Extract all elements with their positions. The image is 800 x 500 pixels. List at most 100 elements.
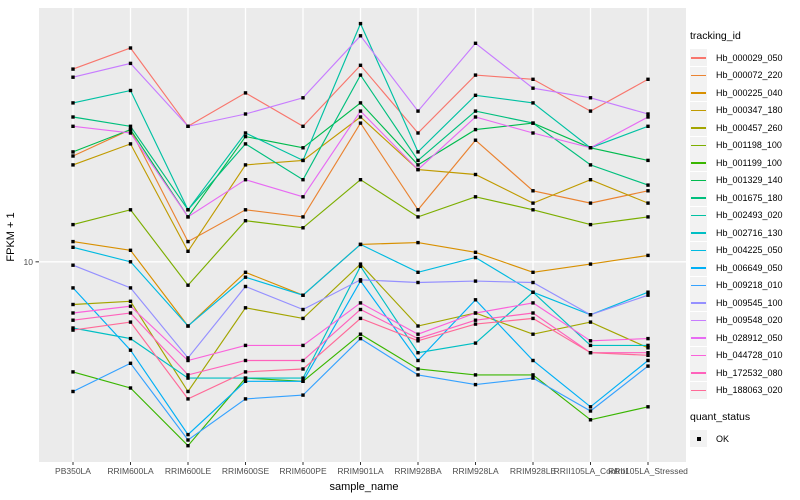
legend-key-line-icon bbox=[691, 57, 706, 59]
data-point-marker bbox=[128, 299, 133, 303]
data-point-marker bbox=[301, 379, 305, 383]
data-point-marker bbox=[243, 142, 248, 146]
data-point-marker bbox=[243, 134, 248, 139]
data-point-marker bbox=[646, 77, 650, 81]
legend-key-line-icon bbox=[691, 249, 706, 252]
data-point-marker bbox=[128, 286, 133, 290]
data-point-marker bbox=[186, 124, 190, 128]
legend-label-ok: OK bbox=[716, 433, 730, 444]
data-point-marker bbox=[71, 150, 75, 154]
legend-key-Hb_006649_050 bbox=[690, 259, 707, 277]
data-point-marker bbox=[301, 393, 305, 397]
legend-label: Hb_000347_180 bbox=[716, 105, 783, 116]
x-tick-label: RRIM928LA bbox=[452, 466, 499, 476]
data-point-marker bbox=[473, 382, 478, 387]
data-point-marker bbox=[186, 438, 190, 442]
data-point-marker bbox=[588, 178, 593, 182]
data-point-marker bbox=[416, 358, 420, 363]
legend-item-Hb_000029_050: Hb_000029_050 bbox=[690, 49, 798, 67]
panel-background bbox=[39, 8, 686, 462]
data-point-marker bbox=[358, 115, 363, 119]
data-point-marker bbox=[71, 163, 75, 167]
x-tick-label: RRIM600LA bbox=[107, 466, 154, 476]
data-point-marker bbox=[531, 376, 535, 380]
series-points-Hb_000029_050 bbox=[71, 46, 650, 135]
data-point-marker bbox=[646, 290, 650, 294]
data-point-marker bbox=[243, 370, 248, 374]
data-point-marker bbox=[646, 343, 650, 348]
data-point-marker bbox=[473, 322, 478, 326]
data-point-marker bbox=[301, 178, 305, 182]
legend-label: Hb_001199_100 bbox=[716, 157, 782, 168]
data-point-marker bbox=[473, 341, 478, 345]
data-point-marker bbox=[358, 121, 363, 125]
legend-key-Hb_001329_140 bbox=[690, 171, 707, 189]
data-point-marker bbox=[243, 275, 248, 279]
legend-key-line-icon bbox=[691, 109, 706, 112]
data-point-marker bbox=[416, 339, 420, 343]
data-point-marker bbox=[646, 353, 650, 357]
data-point-marker bbox=[531, 301, 535, 305]
data-point-marker bbox=[128, 46, 133, 50]
legend-key-Hb_000347_180 bbox=[690, 101, 707, 119]
data-point-marker bbox=[71, 311, 75, 315]
data-point-marker bbox=[358, 63, 363, 67]
data-point-marker bbox=[416, 332, 420, 336]
legend-item-Hb_002493_020: Hb_002493_020 bbox=[690, 206, 798, 225]
legend-key-Hb_028912_050 bbox=[690, 329, 707, 347]
data-point-marker bbox=[301, 195, 305, 199]
axis-ticks: PB350LA RRIM600LA RRIM600LE RRIM600SE RRIM60… bbox=[24, 257, 689, 476]
data-point-marker bbox=[71, 263, 75, 267]
gridlines bbox=[39, 8, 686, 462]
data-point-marker bbox=[646, 115, 650, 119]
data-point-marker bbox=[358, 242, 363, 247]
data-point-marker bbox=[71, 239, 75, 244]
legend-key-ok bbox=[690, 430, 707, 448]
legend-label: Hb_009218_010 bbox=[716, 280, 783, 291]
data-point-marker bbox=[588, 320, 593, 324]
legend-item-Hb_000072_220: Hb_000072_220 bbox=[690, 66, 798, 85]
data-point-marker bbox=[646, 189, 650, 193]
data-point-marker bbox=[588, 409, 593, 413]
x-tick-label: RRII105LA_Control bbox=[554, 466, 628, 476]
data-point-marker bbox=[473, 138, 478, 142]
data-point-marker bbox=[301, 124, 305, 128]
legend-item-Hb_000347_180: Hb_000347_180 bbox=[690, 101, 798, 120]
data-point-marker bbox=[473, 255, 478, 260]
data-point-marker bbox=[646, 336, 650, 341]
data-point-marker bbox=[301, 358, 305, 363]
x-tick-label: RRIM928LE bbox=[510, 466, 557, 476]
legend-label: Hb_001675_180 bbox=[716, 192, 783, 203]
legend-item-Hb_009548_020: Hb_009548_020 bbox=[690, 311, 798, 330]
legend-key-Hb_000072_220 bbox=[690, 66, 707, 84]
data-point-marker bbox=[186, 358, 190, 363]
data-point-marker bbox=[186, 249, 190, 253]
legend-label: Hb_000072_220 bbox=[716, 70, 783, 81]
legend-label: Hb_000029_050 bbox=[716, 52, 783, 63]
data-point-marker bbox=[473, 93, 478, 97]
data-point-marker bbox=[416, 367, 420, 371]
data-point-marker bbox=[358, 178, 363, 182]
legend-label: Hb_002716_130 bbox=[716, 227, 783, 238]
data-point-marker bbox=[358, 332, 363, 336]
data-point-marker bbox=[243, 112, 248, 116]
data-point-marker bbox=[646, 112, 650, 116]
data-point-marker bbox=[186, 215, 190, 219]
data-point-marker bbox=[416, 109, 420, 113]
data-point-marker bbox=[128, 127, 133, 132]
series-points-Hb_001198_100 bbox=[71, 178, 650, 287]
data-point-marker bbox=[128, 88, 133, 93]
data-point-marker bbox=[531, 86, 535, 90]
legend-label: Hb_028912_050 bbox=[716, 332, 783, 343]
data-point-marker bbox=[646, 358, 650, 363]
data-point-marker bbox=[358, 34, 363, 38]
data-point-marker bbox=[358, 101, 363, 105]
series-points-Hb_009545_100 bbox=[71, 263, 650, 360]
legend-key-Hb_002716_130 bbox=[690, 224, 707, 242]
data-point-marker bbox=[243, 397, 248, 401]
data-point-marker bbox=[531, 311, 535, 315]
legend-key-Hb_001199_100 bbox=[690, 154, 707, 172]
legend-item-ok: OK bbox=[690, 430, 798, 448]
data-point-marker bbox=[186, 283, 190, 287]
data-point-marker bbox=[128, 348, 133, 352]
